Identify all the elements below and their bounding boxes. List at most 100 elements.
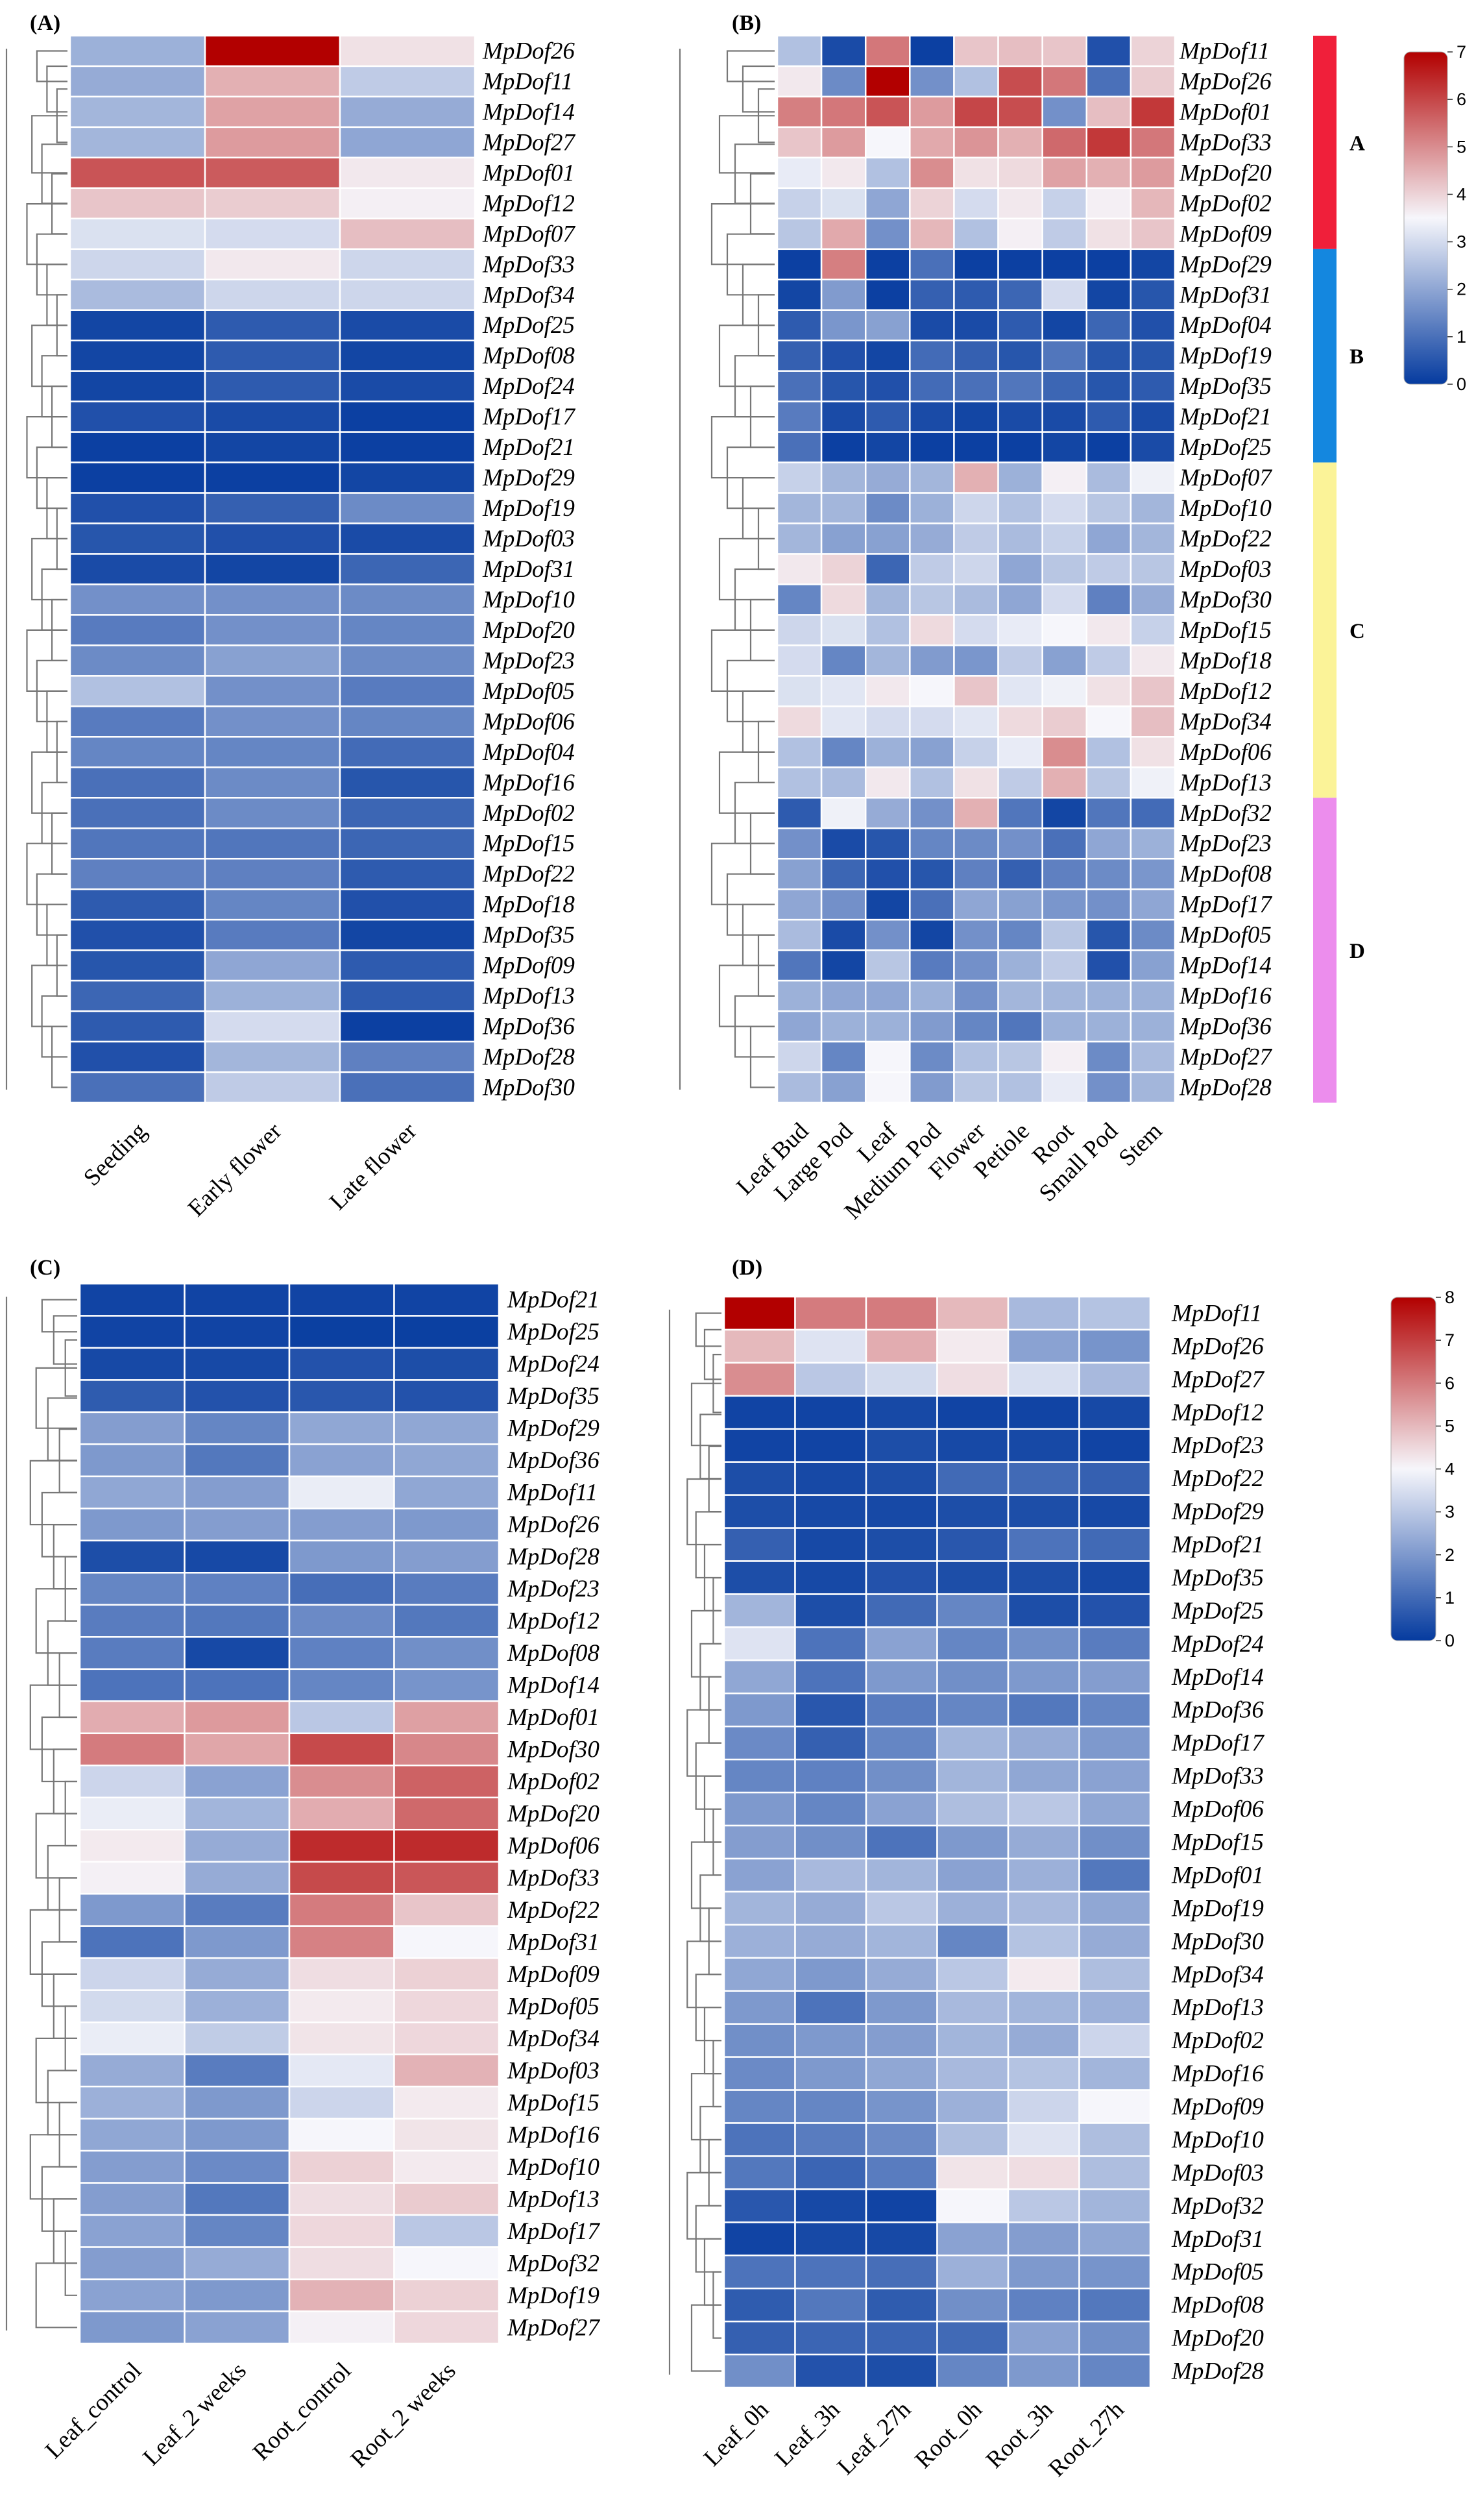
heatmap-cell	[184, 1861, 291, 1895]
heatmap-cell	[1007, 1295, 1080, 1331]
heatmap-cell	[1007, 1494, 1080, 1529]
heatmap-cell	[776, 309, 823, 341]
heatmap-cell	[794, 1957, 867, 1992]
heatmap-cell	[204, 309, 341, 341]
heatmap-cell	[184, 1700, 291, 1735]
heatmap-cell	[723, 1328, 796, 1364]
heatmap-cell	[1078, 1593, 1152, 1628]
heatmap-cell	[1078, 1395, 1152, 1430]
heatmap-cell	[865, 1890, 938, 1926]
gene-label: MpDof34	[1171, 1961, 1264, 1988]
heatmap-cell	[1078, 2221, 1152, 2257]
heatmap-cell	[204, 918, 341, 951]
dendrogram-branch	[726, 659, 775, 722]
heatmap-cell	[794, 1295, 867, 1331]
gene-label: MpDof12	[1171, 1399, 1264, 1426]
heatmap-cell	[723, 1957, 796, 1992]
gene-label: MpDof29	[1179, 251, 1272, 278]
heatmap-cell	[909, 1040, 955, 1073]
heatmap-cell	[184, 1282, 291, 1317]
heatmap-cell	[1130, 65, 1176, 98]
heatmap-cell	[393, 1443, 500, 1478]
heatmap-cell	[997, 461, 1043, 494]
heatmap-cell	[953, 431, 999, 463]
heatmap-cell	[909, 583, 955, 616]
heatmap-cell	[79, 1282, 186, 1317]
heatmap-cell	[794, 1990, 867, 2025]
heatmap-cell	[794, 1560, 867, 1595]
heatmap-cell	[936, 1791, 1010, 1827]
heatmap-cell	[936, 2155, 1010, 2190]
heatmap-cell	[79, 1732, 186, 1767]
heatmap-cell	[865, 1428, 938, 1463]
heatmap-cell	[69, 278, 206, 311]
heatmap-cell	[864, 400, 911, 433]
heatmap-cell	[204, 736, 341, 768]
gene-label: MpDof14	[1171, 1664, 1264, 1691]
heatmap-cell	[1130, 1040, 1176, 1073]
heatmap-cell	[1130, 278, 1176, 311]
heatmap-cell	[820, 492, 867, 524]
heatmap-cell	[1007, 1791, 1080, 1827]
heatmap-cell	[936, 2287, 1010, 2323]
heatmap-cell	[79, 2246, 186, 2281]
heatmap-cell	[79, 1925, 186, 1959]
heatmap-cell	[997, 949, 1043, 982]
heatmap-cell	[953, 857, 999, 890]
gene-label: MpDof36	[1179, 1014, 1272, 1040]
heatmap-cell	[865, 2056, 938, 2091]
heatmap-cell	[953, 34, 999, 67]
dendrogram-branch	[690, 1609, 721, 1678]
heatmap-cell	[288, 1892, 395, 1927]
dendrogram-branch	[695, 1312, 721, 1347]
heatmap-cell	[1130, 888, 1176, 921]
heatmap-cell	[79, 1636, 186, 1670]
scale-tick-label: 7	[1445, 1330, 1455, 1350]
heatmap-cell	[1007, 1693, 1080, 1728]
heatmap-cell	[1041, 400, 1088, 433]
heatmap-cell	[69, 979, 206, 1012]
heatmap-cell	[288, 1379, 395, 1413]
heatmap-cell	[1130, 857, 1176, 890]
row-dendrogram	[5, 1297, 77, 2330]
gene-label: MpDof07	[1179, 465, 1272, 491]
heatmap-cell	[776, 1071, 823, 1104]
heatmap-cell	[1041, 675, 1088, 707]
gene-label: MpDof10	[1171, 2127, 1264, 2153]
heatmap-cell	[865, 1395, 938, 1430]
gene-label: MpDof08	[1179, 861, 1272, 888]
dendrogram-branch	[35, 1813, 77, 1879]
heatmap-cell	[776, 644, 823, 677]
gene-label: MpDof21	[1179, 404, 1272, 430]
heatmap-cell	[820, 400, 867, 433]
heatmap-cell	[339, 736, 476, 768]
heatmap-cell	[997, 736, 1043, 768]
heatmap-cell	[204, 187, 341, 220]
gene-label: MpDof13	[482, 983, 575, 1010]
heatmap-cell	[79, 1861, 186, 1895]
heatmap-cell	[184, 1604, 291, 1638]
heatmap-cell	[909, 888, 955, 921]
heatmap-cell	[953, 95, 999, 128]
heatmap-cell	[936, 1758, 1010, 1794]
heatmap-cell	[79, 1892, 186, 1927]
heatmap-cell	[1041, 217, 1088, 251]
heatmap-cell	[184, 1732, 291, 1767]
heatmap-cell	[1007, 1560, 1080, 1595]
heatmap-cell	[79, 1347, 186, 1381]
heatmap-cell	[953, 736, 999, 768]
heatmap-cell	[184, 1475, 291, 1510]
heatmap-cell	[997, 857, 1043, 890]
heatmap-cell	[1078, 1990, 1152, 2025]
heatmap-cell	[820, 1071, 867, 1104]
heatmap-cell	[776, 918, 823, 951]
heatmap-cell	[997, 1071, 1043, 1104]
heatmap-cell	[1085, 522, 1132, 555]
heatmap-cell	[997, 675, 1043, 707]
heatmap-cell	[69, 431, 206, 463]
heatmap-cell	[864, 918, 911, 951]
heatmap-cell	[776, 156, 823, 190]
gene-label: MpDof30	[1171, 1928, 1264, 1955]
gene-label: MpDof32	[507, 2250, 599, 2277]
heatmap-cell	[997, 126, 1043, 159]
